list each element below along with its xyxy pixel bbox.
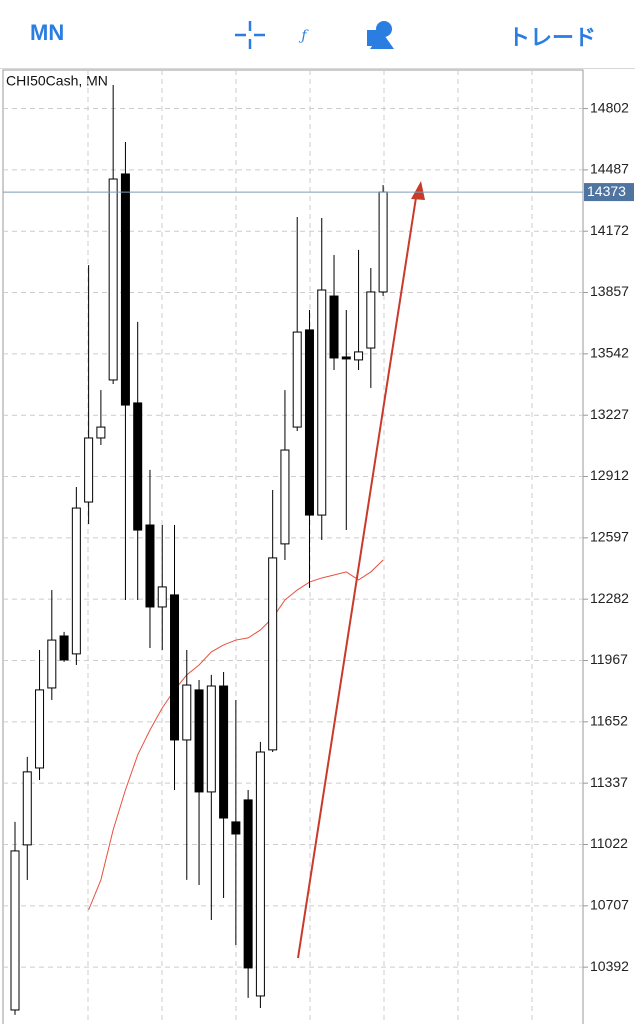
current-price-label: 14373 <box>587 183 626 199</box>
candle-body <box>84 437 94 503</box>
toolbar-icons: ƒ <box>235 21 394 49</box>
candle-body <box>329 295 339 359</box>
y-tick-label: 13857 <box>590 283 629 299</box>
candle-body <box>231 821 241 835</box>
candle-body <box>255 751 265 997</box>
y-tick-label: 12597 <box>590 529 629 545</box>
candle-body <box>317 289 327 516</box>
y-tick-label: 10392 <box>590 958 629 974</box>
indicator-icon[interactable]: ƒ <box>298 28 309 44</box>
trade-button[interactable]: トレード <box>508 25 597 50</box>
plot-border <box>2 69 584 1024</box>
grid <box>3 70 583 1024</box>
candle-body <box>71 507 81 655</box>
crosshair-icon[interactable] <box>235 21 265 49</box>
current-price-box <box>584 183 634 202</box>
candle-body <box>145 524 155 608</box>
y-tick-label: 14172 <box>590 222 629 238</box>
candle-body <box>182 684 192 741</box>
y-tick-label: 11022 <box>590 835 628 851</box>
candle-body <box>22 771 32 846</box>
y-tick-label: 11967 <box>590 651 628 667</box>
y-tick-label: 11337 <box>590 774 628 790</box>
trend-arrow-head <box>411 181 425 200</box>
moving-average-line <box>88 559 384 911</box>
y-tick-label: 11652 <box>590 713 628 729</box>
candle-body <box>354 351 364 361</box>
y-tick-label: 12282 <box>590 590 629 606</box>
y-tick-label: 13542 <box>590 345 629 361</box>
objects-icon[interactable] <box>367 21 394 49</box>
candle-body <box>304 329 314 516</box>
trend-line <box>297 190 418 959</box>
candle-body <box>35 689 45 769</box>
candle-body <box>268 557 278 751</box>
candle-body <box>47 639 57 689</box>
timeframe-button[interactable]: MN <box>30 20 65 45</box>
chart: CHI50Cash, MN 14802 14487 14172 13857 13542 1… <box>2 69 634 1024</box>
candle-body <box>292 331 302 428</box>
candle-body <box>10 850 20 1011</box>
candle-body <box>96 426 106 439</box>
y-tick-label: 14487 <box>590 161 629 177</box>
candle-body <box>108 178 118 381</box>
y-tick-label: 12912 <box>590 467 629 483</box>
y-tick-label: 10707 <box>590 897 629 913</box>
y-tick-label: 13227 <box>590 406 629 422</box>
candle-body <box>170 594 180 741</box>
y-tick-label: 14802 <box>590 99 629 115</box>
candle-body <box>280 449 290 545</box>
candle-body <box>133 402 143 531</box>
candle-body <box>341 356 351 360</box>
candle-body <box>378 191 388 293</box>
toolbar: MN ƒ トレード <box>0 0 635 69</box>
candle-body <box>120 173 130 406</box>
candle-body <box>219 685 229 819</box>
candle-body <box>243 799 253 969</box>
candle-body <box>194 689 204 793</box>
candle-body <box>157 586 167 608</box>
candle-body <box>59 635 69 661</box>
chart-title: CHI50Cash, MN <box>6 73 108 89</box>
candle-body <box>366 291 376 349</box>
candle-body <box>206 685 216 793</box>
